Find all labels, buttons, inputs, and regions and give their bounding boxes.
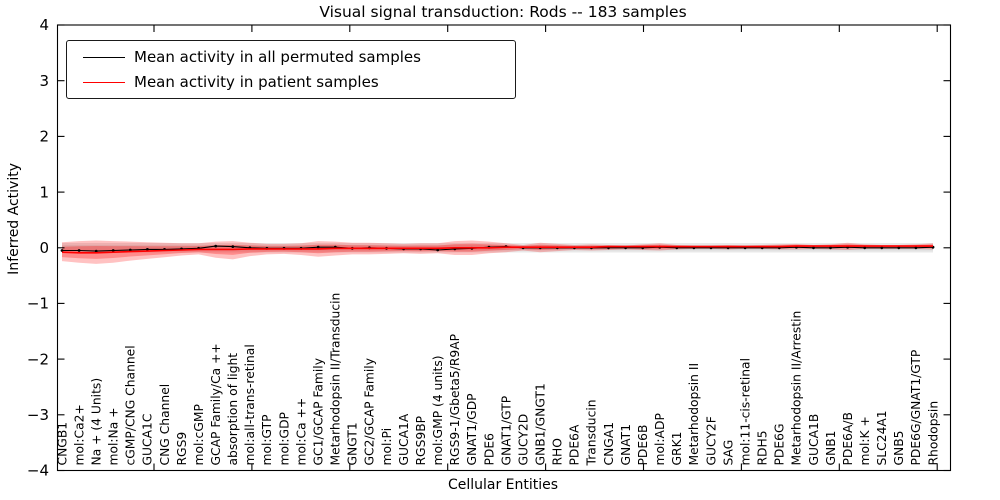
y-tick-label: −3 xyxy=(27,406,49,424)
x-tick-label: Transducin xyxy=(585,399,599,466)
y-tick-label: 2 xyxy=(39,128,49,146)
permuted-mean-marker xyxy=(863,246,867,250)
x-tick-label: cGMP/CNG Channel xyxy=(124,345,138,465)
x-tick-label: CNGA1 xyxy=(602,422,616,466)
x-tick-label: SLC24A1 xyxy=(875,410,889,465)
x-tick-label: PDE6G/GNAT1/GTP xyxy=(909,350,923,466)
x-tick-label: GUCA1C xyxy=(141,414,155,466)
y-tick-label: −4 xyxy=(27,462,49,480)
x-tick-label: RGS9-1/Gbeta5/R9AP xyxy=(448,334,462,466)
x-tick-label: mol:K + xyxy=(858,416,872,465)
x-tick-label: GC1/GCAP Family xyxy=(312,358,326,466)
legend: Mean activity in all permuted samples Me… xyxy=(66,40,516,99)
y-tick-label: 3 xyxy=(39,72,49,90)
permuted-mean-marker xyxy=(812,246,815,250)
patient-line-swatch xyxy=(83,81,125,83)
x-tick-label: PDE6G xyxy=(773,423,787,465)
patient-mean-line xyxy=(61,245,933,254)
chart-title: Visual signal transduction: Rods -- 183 … xyxy=(319,3,687,21)
x-tick-label: mol:Ca ++ xyxy=(294,398,308,466)
y-tick-label: 1 xyxy=(39,183,49,201)
x-tick-label: mol:Ca2+ xyxy=(72,404,86,465)
x-tick-label: mol:ADP xyxy=(653,413,667,465)
x-tick-label: Na + (4 Units) xyxy=(90,378,104,466)
x-tick-label: PDE6A xyxy=(568,424,582,465)
x-tick-label: GNB1/GNGT1 xyxy=(534,383,548,465)
x-tick-label: GNAT1/GDP xyxy=(465,393,479,465)
x-tick-label: GNAT1 xyxy=(619,424,633,466)
x-tick-label: mol:Pi xyxy=(380,428,394,466)
x-tick-label: mol:GDP xyxy=(277,412,291,465)
x-tick-label: RGS9BP xyxy=(414,416,428,466)
permuted-mean-marker xyxy=(214,244,218,248)
x-tick-label: GNAT1/GTP xyxy=(499,396,513,466)
y-axis-label: Inferred Activity xyxy=(6,163,22,275)
permuted-mean-marker xyxy=(94,249,98,253)
permuted-mean-marker xyxy=(897,246,901,250)
x-tick-label: PDE6A/B xyxy=(841,412,855,465)
x-tick-label: mol:Na + xyxy=(107,407,121,465)
x-tick-label: GUCY2F xyxy=(704,416,718,465)
x-tick-label: CNGB1 xyxy=(55,422,69,466)
x-tick-label: GC2/GCAP Family xyxy=(363,358,377,466)
permuted-mean-marker xyxy=(77,249,81,252)
x-tick-label: GCAP Family/Ca ++ xyxy=(209,343,223,465)
x-tick-label: GUCY2D xyxy=(516,414,530,466)
x-tick-label: Rhodopsin xyxy=(926,401,940,466)
permuted-mean-marker xyxy=(146,248,149,251)
x-tick-label: PDE6B xyxy=(636,425,650,466)
x-tick-label: absorption of light xyxy=(226,353,240,466)
x-tick-label: GNGT1 xyxy=(346,422,360,465)
x-tick-label: mol:cGMP xyxy=(192,404,206,465)
y-tick-label: −2 xyxy=(27,350,49,368)
x-tick-label: mol:GTP xyxy=(260,414,274,465)
x-tick-label: RGS9 xyxy=(175,432,189,466)
x-tick-label: GUCA1A xyxy=(397,413,411,465)
x-tick-label: mol:all-trans-retinal xyxy=(243,344,257,465)
legend-item-patient: Mean activity in patient samples xyxy=(67,73,515,91)
y-tick-label: 4 xyxy=(39,16,49,34)
permuted-mean-marker xyxy=(111,249,115,252)
permuted-mean-marker xyxy=(231,245,235,249)
x-tick-label: PDE6 xyxy=(482,433,496,466)
x-tick-label: SAG xyxy=(721,440,735,466)
x-tick-label: mol:11-cis-retinal xyxy=(738,358,752,466)
x-tick-label: RHO xyxy=(551,438,565,465)
x-tick-label: GRK1 xyxy=(670,432,684,466)
x-tick-label: mol:GMP (4 units) xyxy=(431,355,445,465)
x-tick-label: Metarhodopsin II/Transducin xyxy=(329,293,343,466)
permuted-mean-marker xyxy=(316,245,320,249)
permuted-line-swatch xyxy=(83,56,125,58)
x-tick-label: RDH5 xyxy=(756,430,770,465)
x-tick-label: GUCA1B xyxy=(807,414,821,466)
x-tick-label: CNG Channel xyxy=(158,384,172,466)
legend-label: Mean activity in patient samples xyxy=(134,73,379,91)
permuted-mean-marker xyxy=(829,246,832,250)
legend-label: Mean activity in all permuted samples xyxy=(134,48,421,66)
permuted-mean-marker xyxy=(914,246,918,250)
x-tick-label: GNB1 xyxy=(824,431,838,466)
permuted-mean-marker xyxy=(880,246,884,250)
y-tick-label: −1 xyxy=(27,295,49,313)
y-tick-label: 0 xyxy=(39,239,49,257)
permuted-mean-marker xyxy=(60,249,64,252)
x-tick-label: Metarhodopsin II/Arrestin xyxy=(790,311,804,466)
permuted-mean-marker xyxy=(128,248,132,252)
legend-item-permuted: Mean activity in all permuted samples xyxy=(67,48,515,66)
permuted-mean-marker xyxy=(436,248,440,252)
x-tick-label: GNB5 xyxy=(892,431,906,466)
x-axis-label: Cellular Entities xyxy=(447,477,559,493)
x-tick-label: Metarhodopsin II xyxy=(687,363,701,466)
